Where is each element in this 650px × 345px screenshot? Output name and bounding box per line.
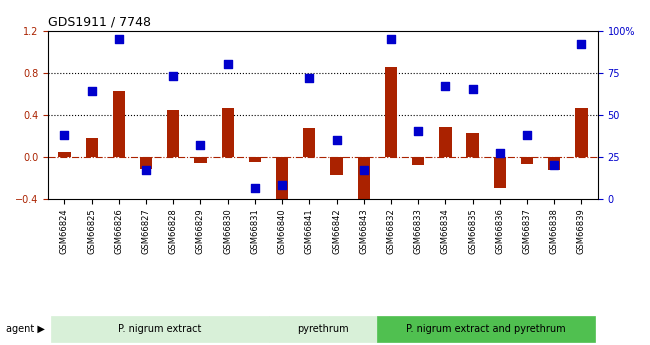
- Point: [59, 132, 70, 137]
- Bar: [222, 108, 234, 157]
- Point: [359, 167, 369, 173]
- Text: pyrethrum: pyrethrum: [297, 324, 349, 334]
- Point: [549, 162, 560, 168]
- Point: [277, 182, 287, 188]
- Bar: [58, 152, 71, 157]
- Point: [168, 73, 179, 79]
- Text: P. nigrum extract and pyrethrum: P. nigrum extract and pyrethrum: [406, 324, 566, 334]
- Point: [332, 137, 342, 142]
- Point: [413, 129, 423, 134]
- Bar: [249, 157, 261, 162]
- Bar: [548, 157, 560, 170]
- Point: [114, 36, 124, 42]
- Point: [495, 150, 505, 156]
- Bar: [385, 67, 397, 157]
- Bar: [494, 157, 506, 188]
- Bar: [112, 91, 125, 157]
- Bar: [330, 157, 343, 175]
- Text: log2 ratio: log2 ratio: [78, 321, 125, 331]
- Text: GDS1911 / 7748: GDS1911 / 7748: [48, 15, 151, 28]
- Bar: [140, 157, 152, 169]
- Bar: [412, 157, 424, 165]
- Point: [577, 41, 587, 47]
- Point: [250, 186, 260, 191]
- Bar: [276, 157, 288, 211]
- Point: [222, 61, 233, 67]
- Point: [141, 167, 151, 173]
- Text: P. nigrum extract: P. nigrum extract: [118, 324, 202, 334]
- Text: ■: ■: [58, 321, 69, 331]
- Text: percentile rank within the sample: percentile rank within the sample: [78, 332, 243, 341]
- Point: [86, 88, 97, 94]
- Bar: [86, 138, 97, 157]
- Text: ■: ■: [58, 332, 69, 341]
- Bar: [521, 157, 533, 164]
- Point: [440, 83, 450, 89]
- Bar: [358, 157, 370, 200]
- Bar: [439, 127, 452, 157]
- Bar: [194, 157, 207, 163]
- Point: [467, 87, 478, 92]
- Bar: [467, 134, 479, 157]
- Text: agent ▶: agent ▶: [6, 324, 46, 334]
- Point: [304, 75, 315, 80]
- Bar: [303, 128, 315, 157]
- Point: [195, 142, 205, 148]
- Bar: [575, 108, 588, 157]
- Point: [385, 36, 396, 42]
- Point: [522, 132, 532, 137]
- Bar: [167, 110, 179, 157]
